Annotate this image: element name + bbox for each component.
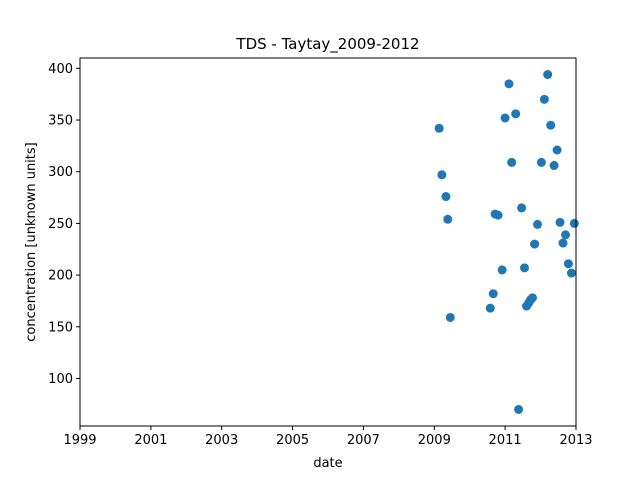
data-point [539, 94, 549, 104]
x-tick-label: 2007 [347, 433, 380, 448]
data-point [514, 404, 524, 414]
data-point [563, 259, 573, 269]
data-point [533, 219, 542, 229]
data-point [552, 145, 562, 155]
data-point [485, 303, 495, 313]
x-tick-label: 2011 [489, 433, 522, 448]
x-tick-label: 2003 [205, 433, 238, 448]
data-point [445, 312, 455, 322]
data-point [504, 79, 514, 89]
y-tick-label: 250 [48, 217, 73, 232]
data-point [507, 157, 517, 167]
data-point [536, 157, 546, 167]
data-point [488, 289, 498, 299]
x-axis-ticks: 1999 2001 2003 2005 2007 2009 2011 2013 [63, 426, 593, 448]
data-point [569, 218, 579, 228]
data-point [561, 230, 571, 240]
data-point [441, 192, 451, 202]
data-point [527, 293, 537, 303]
data-point [517, 203, 527, 213]
y-tick-label: 100 [48, 372, 73, 387]
x-tick-label: 2005 [276, 433, 309, 448]
x-tick-label: 2013 [559, 433, 592, 448]
data-point [549, 161, 559, 171]
data-point [530, 239, 540, 249]
data-point [558, 238, 568, 248]
x-tick-label: 2001 [134, 433, 167, 448]
y-tick-label: 400 [48, 62, 73, 77]
data-point [543, 70, 553, 80]
data-point [434, 123, 444, 133]
data-point [443, 214, 453, 224]
x-tick-label: 2009 [418, 433, 451, 448]
data-point [511, 109, 521, 119]
data-point [566, 268, 576, 278]
data-point [520, 263, 529, 273]
data-point [500, 113, 510, 123]
y-axis-label: concentration [unknown units] [24, 142, 39, 341]
data-point [555, 217, 565, 227]
y-axis-ticks: 100 150 200 250 300 350 400 [48, 62, 80, 387]
x-axis-label: date [313, 456, 342, 471]
chart-title: TDS - Taytay_2009-2012 [235, 35, 419, 54]
y-tick-label: 300 [48, 165, 73, 180]
data-point [493, 210, 503, 220]
data-point [546, 120, 556, 130]
y-tick-label: 150 [48, 320, 73, 335]
plot-frame [79, 57, 577, 427]
y-tick-label: 350 [48, 114, 73, 129]
data-points [434, 70, 579, 414]
data-point [437, 170, 447, 180]
x-tick-label: 1999 [63, 433, 96, 448]
data-point [497, 265, 507, 275]
y-tick-label: 200 [48, 269, 73, 284]
